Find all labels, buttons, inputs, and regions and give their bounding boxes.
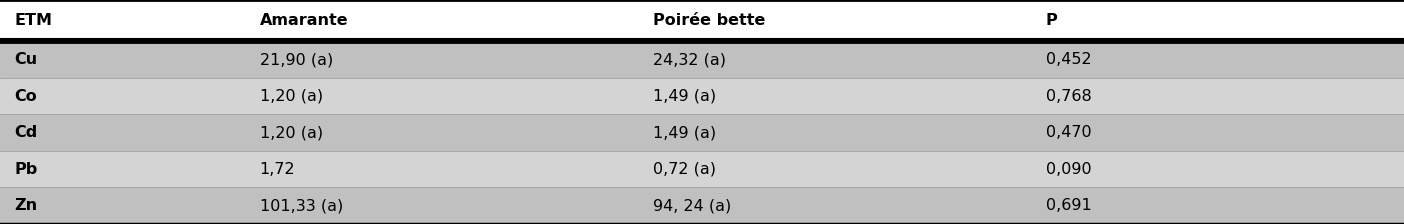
Text: 0,768: 0,768 (1046, 89, 1092, 104)
Text: 1,20 (a): 1,20 (a) (260, 125, 323, 140)
Text: Amarante: Amarante (260, 13, 348, 28)
Text: Poirée bette: Poirée bette (653, 13, 765, 28)
Text: 0,691: 0,691 (1046, 198, 1092, 213)
Text: 1,72: 1,72 (260, 162, 295, 177)
Text: Co: Co (14, 89, 37, 104)
Text: 0,470: 0,470 (1046, 125, 1091, 140)
Text: 1,20 (a): 1,20 (a) (260, 89, 323, 104)
Text: 94, 24 (a): 94, 24 (a) (653, 198, 731, 213)
Bar (0, 151, 1404, 187)
Text: P: P (1046, 13, 1057, 28)
Text: 1,49 (a): 1,49 (a) (653, 125, 716, 140)
Bar (0, 78, 1404, 114)
Text: ETM: ETM (14, 13, 52, 28)
Text: Cu: Cu (14, 52, 37, 67)
Text: 101,33 (a): 101,33 (a) (260, 198, 343, 213)
Text: 24,32 (a): 24,32 (a) (653, 52, 726, 67)
Text: Pb: Pb (14, 162, 38, 177)
Bar (0, 187, 1404, 224)
Text: 0,090: 0,090 (1046, 162, 1091, 177)
Text: 1,49 (a): 1,49 (a) (653, 89, 716, 104)
Bar (0, 41, 1404, 78)
Text: 21,90 (a): 21,90 (a) (260, 52, 333, 67)
Text: Cd: Cd (14, 125, 38, 140)
Text: Zn: Zn (14, 198, 37, 213)
Text: 0,452: 0,452 (1046, 52, 1091, 67)
Bar (0, 0, 1404, 41)
Text: 0,72 (a): 0,72 (a) (653, 162, 716, 177)
Bar (0, 114, 1404, 151)
